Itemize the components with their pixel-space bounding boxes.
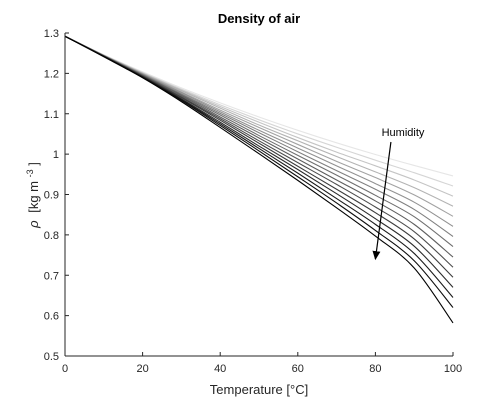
series-line-2 <box>64 35 454 187</box>
series-line-1 <box>64 35 454 177</box>
y-tick-label: 0.5 <box>44 351 59 363</box>
y-tick-label: 1.3 <box>44 28 59 40</box>
series-line-10 <box>64 35 454 268</box>
x-tick-label: 0 <box>62 363 68 375</box>
series-line-12 <box>64 35 454 288</box>
x-tick-label: 100 <box>444 363 462 375</box>
y-ticks: 0.5 0.6 0.7 0.8 0.9 1 1.1 1.2 1.3 <box>44 28 69 363</box>
y-tick-label: 1.2 <box>44 68 59 80</box>
series-line-3 <box>64 35 454 197</box>
series-line-11 <box>64 35 454 278</box>
plot-axes <box>64 33 453 357</box>
y-tick-label: 1 <box>53 149 59 161</box>
annotation-arrow <box>372 141 392 261</box>
series-line-4 <box>64 35 454 207</box>
y-tick-label: 0.7 <box>44 270 59 282</box>
plot-lines <box>64 35 454 324</box>
x-ticks: 0 20 40 60 80 100 <box>62 352 462 375</box>
x-tick-label: 60 <box>292 363 304 375</box>
y-axis-label: ρ [kg m -3 ] <box>21 162 41 229</box>
y-axis-unit: [kg m <box>26 181 41 213</box>
y-axis-symbol: ρ <box>26 220 41 229</box>
annotation-label: Humidity <box>382 127 425 139</box>
y-axis-exponent: -3 <box>25 169 35 177</box>
y-axis-close: ] <box>26 162 41 166</box>
series-line-14 <box>64 35 454 308</box>
x-axis-label: Temperature [°C] <box>210 382 308 397</box>
x-tick-label: 40 <box>214 363 226 375</box>
y-tick-label: 0.6 <box>44 311 59 323</box>
chart-title: Density of air <box>218 11 300 26</box>
x-tick-label: 80 <box>369 363 381 375</box>
x-tick-label: 20 <box>136 363 148 375</box>
series-line-15 <box>64 35 454 324</box>
humidity-annotation: Humidity <box>372 127 425 261</box>
y-tick-label: 0.9 <box>44 190 59 202</box>
y-tick-label: 1.1 <box>44 109 59 121</box>
y-tick-label: 0.8 <box>44 230 59 242</box>
